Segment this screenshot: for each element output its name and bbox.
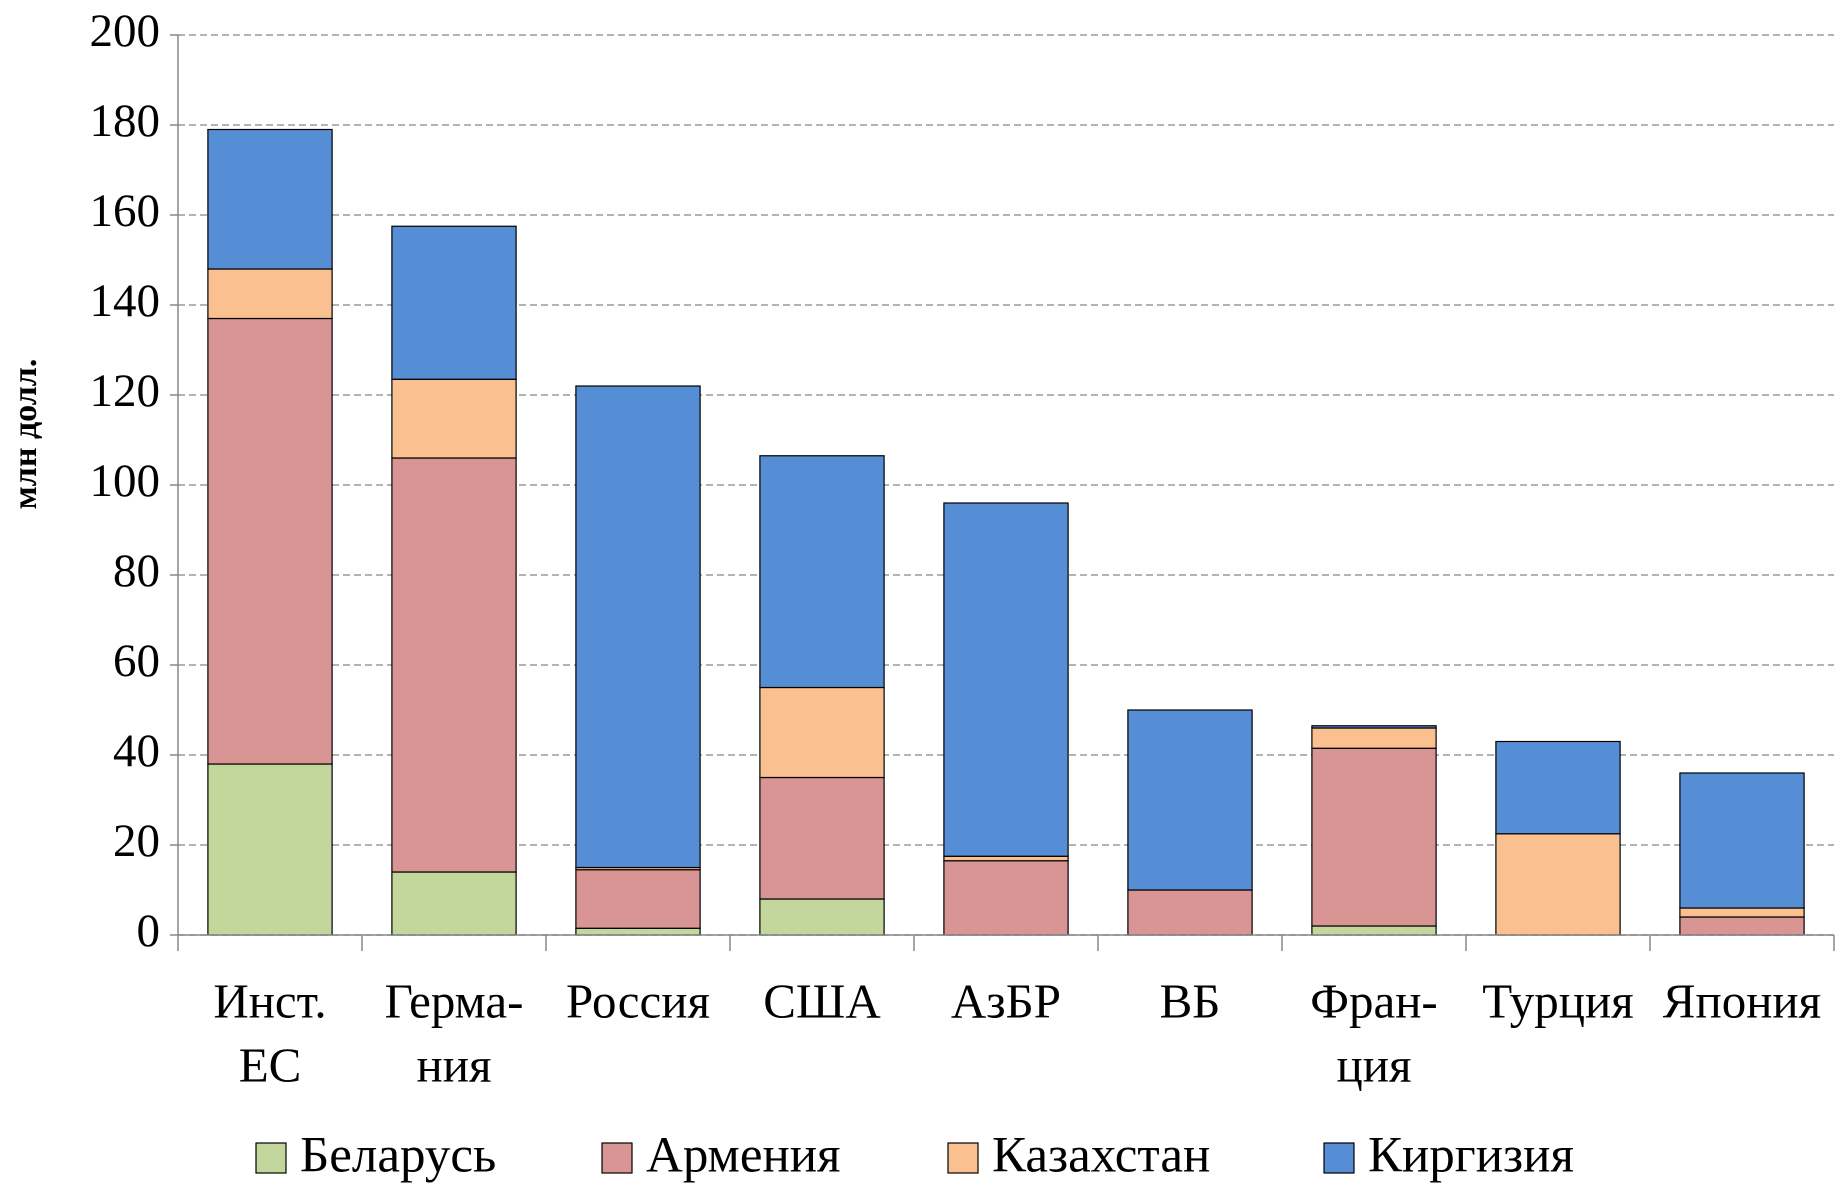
bar-segment — [1311, 925, 1437, 936]
bar-segment — [1127, 889, 1253, 936]
bar-segment — [391, 378, 517, 459]
bar-segment — [391, 871, 517, 936]
x-tick-label: ния — [417, 1037, 492, 1092]
y-tick-label: 120 — [90, 365, 161, 417]
legend-swatch — [947, 1142, 979, 1174]
legend-label: Киргизия — [1368, 1128, 1574, 1184]
bar-segment — [391, 225, 517, 380]
y-tick-label: 180 — [90, 95, 161, 147]
bar-segment — [1495, 833, 1621, 936]
bar-segment — [1679, 916, 1805, 936]
x-tick-label: ВБ — [1160, 973, 1221, 1028]
y-tick-label: 60 — [113, 635, 160, 687]
bar-segment — [943, 860, 1069, 936]
bar-segment — [207, 317, 333, 765]
bar-segment — [759, 686, 885, 779]
x-tick-label: Герма- — [385, 973, 524, 1028]
bar-segment — [575, 927, 701, 936]
bar-segment — [759, 455, 885, 689]
bar-segment — [1127, 709, 1253, 891]
x-tick-label: АзБР — [951, 973, 1061, 1028]
y-tick-label: 40 — [113, 725, 160, 777]
legend-swatch — [1323, 1142, 1355, 1174]
bar-segment — [1679, 772, 1805, 909]
x-tick-label: Фран- — [1310, 973, 1438, 1028]
bar-segment — [575, 869, 701, 929]
legend-swatch — [255, 1142, 287, 1174]
bar-segment — [207, 128, 333, 270]
x-tick-label: Турция — [1482, 973, 1633, 1028]
bar-segment — [1679, 907, 1805, 918]
bar-segment — [1495, 740, 1621, 835]
bar-segment — [391, 457, 517, 873]
y-tick-label: 140 — [90, 275, 161, 327]
legend-label: Казахстан — [992, 1128, 1210, 1184]
bar-segment — [943, 502, 1069, 857]
y-tick-label: 100 — [90, 455, 161, 507]
bar-segment — [759, 776, 885, 900]
x-tick-label: Япония — [1663, 973, 1821, 1028]
y-tick-label: 20 — [113, 815, 160, 867]
bar-segment — [1311, 725, 1437, 729]
y-axis-label: млн долл. — [7, 359, 44, 510]
bar-segment — [1311, 727, 1437, 749]
bar-segment — [759, 898, 885, 936]
y-tick-label: 0 — [137, 905, 161, 957]
legend-label: Беларусь — [300, 1128, 496, 1184]
x-tick-label: США — [763, 973, 881, 1028]
x-tick-label: ция — [1337, 1037, 1412, 1092]
y-tick-label: 200 — [90, 5, 161, 57]
bar-segment — [575, 385, 701, 869]
y-tick-label: 80 — [113, 545, 160, 597]
bar-segment — [207, 268, 333, 320]
x-tick-label: ЕС — [239, 1037, 302, 1092]
bar-segment — [1311, 747, 1437, 927]
legend-swatch — [601, 1142, 633, 1174]
x-tick-label: Инст. — [213, 973, 326, 1028]
x-tick-label: Россия — [566, 973, 710, 1028]
y-tick-label: 160 — [90, 185, 161, 237]
bar-segment — [943, 855, 1069, 862]
bar-segment — [207, 763, 333, 936]
legend-label: Армения — [646, 1128, 841, 1184]
